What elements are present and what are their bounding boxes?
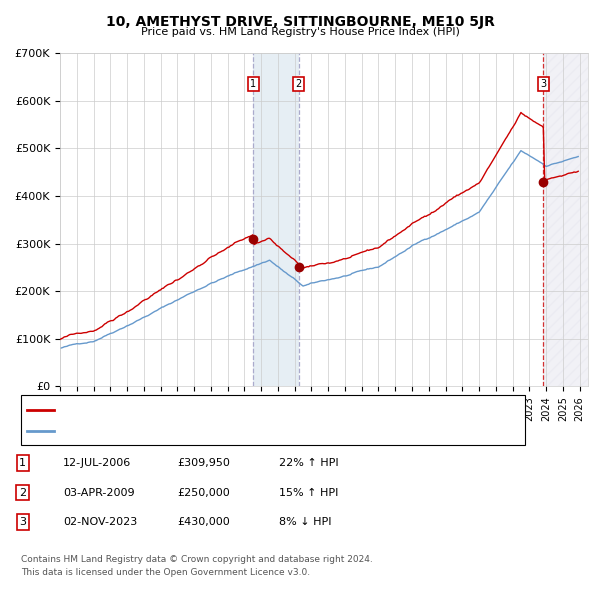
Text: 22% ↑ HPI: 22% ↑ HPI — [279, 458, 338, 468]
Bar — [544, 53, 596, 386]
Text: 2: 2 — [296, 79, 302, 89]
Text: 03-APR-2009: 03-APR-2009 — [63, 488, 134, 497]
Text: 8% ↓ HPI: 8% ↓ HPI — [279, 517, 331, 527]
Text: 10, AMETHYST DRIVE, SITTINGBOURNE, ME10 5JR (detached house): 10, AMETHYST DRIVE, SITTINGBOURNE, ME10 … — [59, 405, 391, 415]
Text: 12-JUL-2006: 12-JUL-2006 — [63, 458, 131, 468]
Text: £430,000: £430,000 — [177, 517, 230, 527]
Text: 02-NOV-2023: 02-NOV-2023 — [63, 517, 137, 527]
Text: HPI: Average price, detached house, Swale: HPI: Average price, detached house, Swal… — [59, 426, 269, 435]
Text: Price paid vs. HM Land Registry's House Price Index (HPI): Price paid vs. HM Land Registry's House … — [140, 27, 460, 37]
Text: 1: 1 — [19, 458, 26, 468]
Bar — [253, 53, 299, 386]
Text: 15% ↑ HPI: 15% ↑ HPI — [279, 488, 338, 497]
Text: This data is licensed under the Open Government Licence v3.0.: This data is licensed under the Open Gov… — [21, 568, 310, 577]
Text: 1: 1 — [250, 79, 256, 89]
Text: £250,000: £250,000 — [177, 488, 230, 497]
Text: Contains HM Land Registry data © Crown copyright and database right 2024.: Contains HM Land Registry data © Crown c… — [21, 555, 373, 563]
Text: £309,950: £309,950 — [177, 458, 230, 468]
Text: 3: 3 — [541, 79, 547, 89]
Text: 3: 3 — [19, 517, 26, 527]
Text: 10, AMETHYST DRIVE, SITTINGBOURNE, ME10 5JR: 10, AMETHYST DRIVE, SITTINGBOURNE, ME10 … — [106, 15, 494, 29]
Text: 2: 2 — [19, 488, 26, 497]
